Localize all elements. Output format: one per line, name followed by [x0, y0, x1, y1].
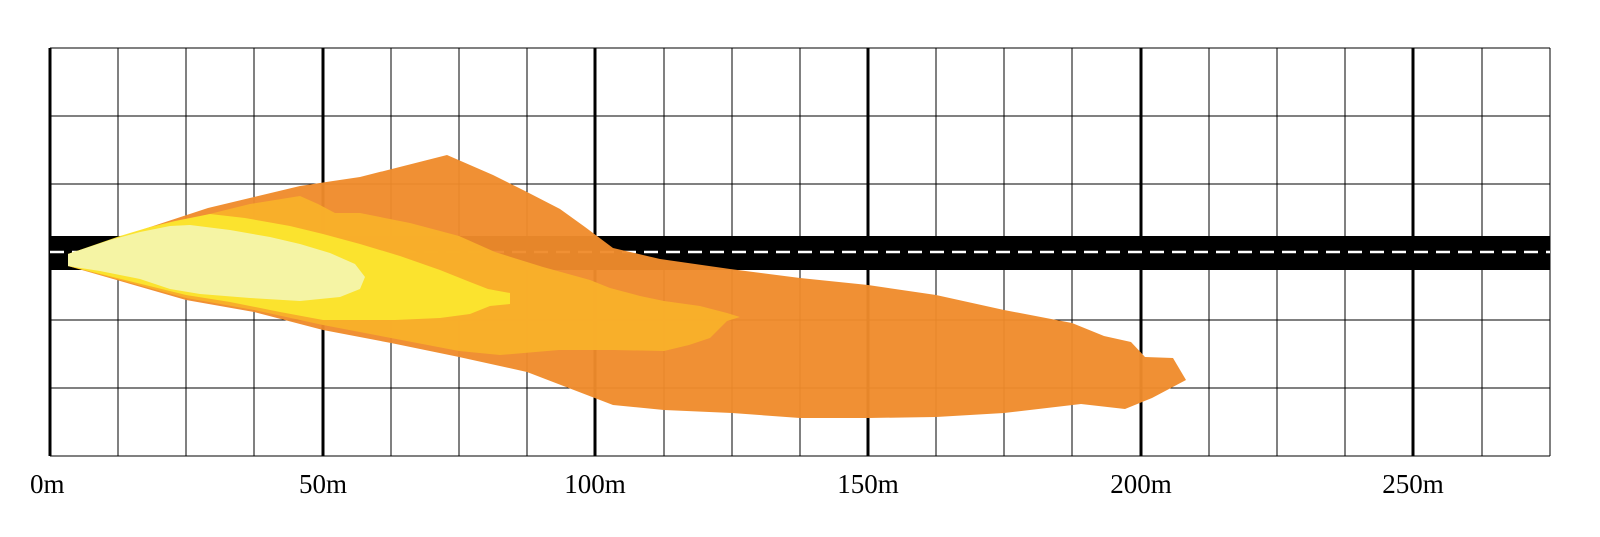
x-tick-label-150: 150m	[837, 469, 899, 499]
x-tick-label-200: 200m	[1110, 469, 1172, 499]
x-tick-label-0: 0m	[30, 469, 65, 499]
beam-zones	[68, 155, 1186, 418]
beam-zone-core	[68, 225, 365, 301]
x-tick-label-250: 250m	[1382, 469, 1444, 499]
x-axis-labels: 0m 50m 100m 150m 200m 250m	[30, 469, 1444, 499]
x-tick-label-50: 50m	[299, 469, 347, 499]
x-tick-label-100: 100m	[564, 469, 626, 499]
